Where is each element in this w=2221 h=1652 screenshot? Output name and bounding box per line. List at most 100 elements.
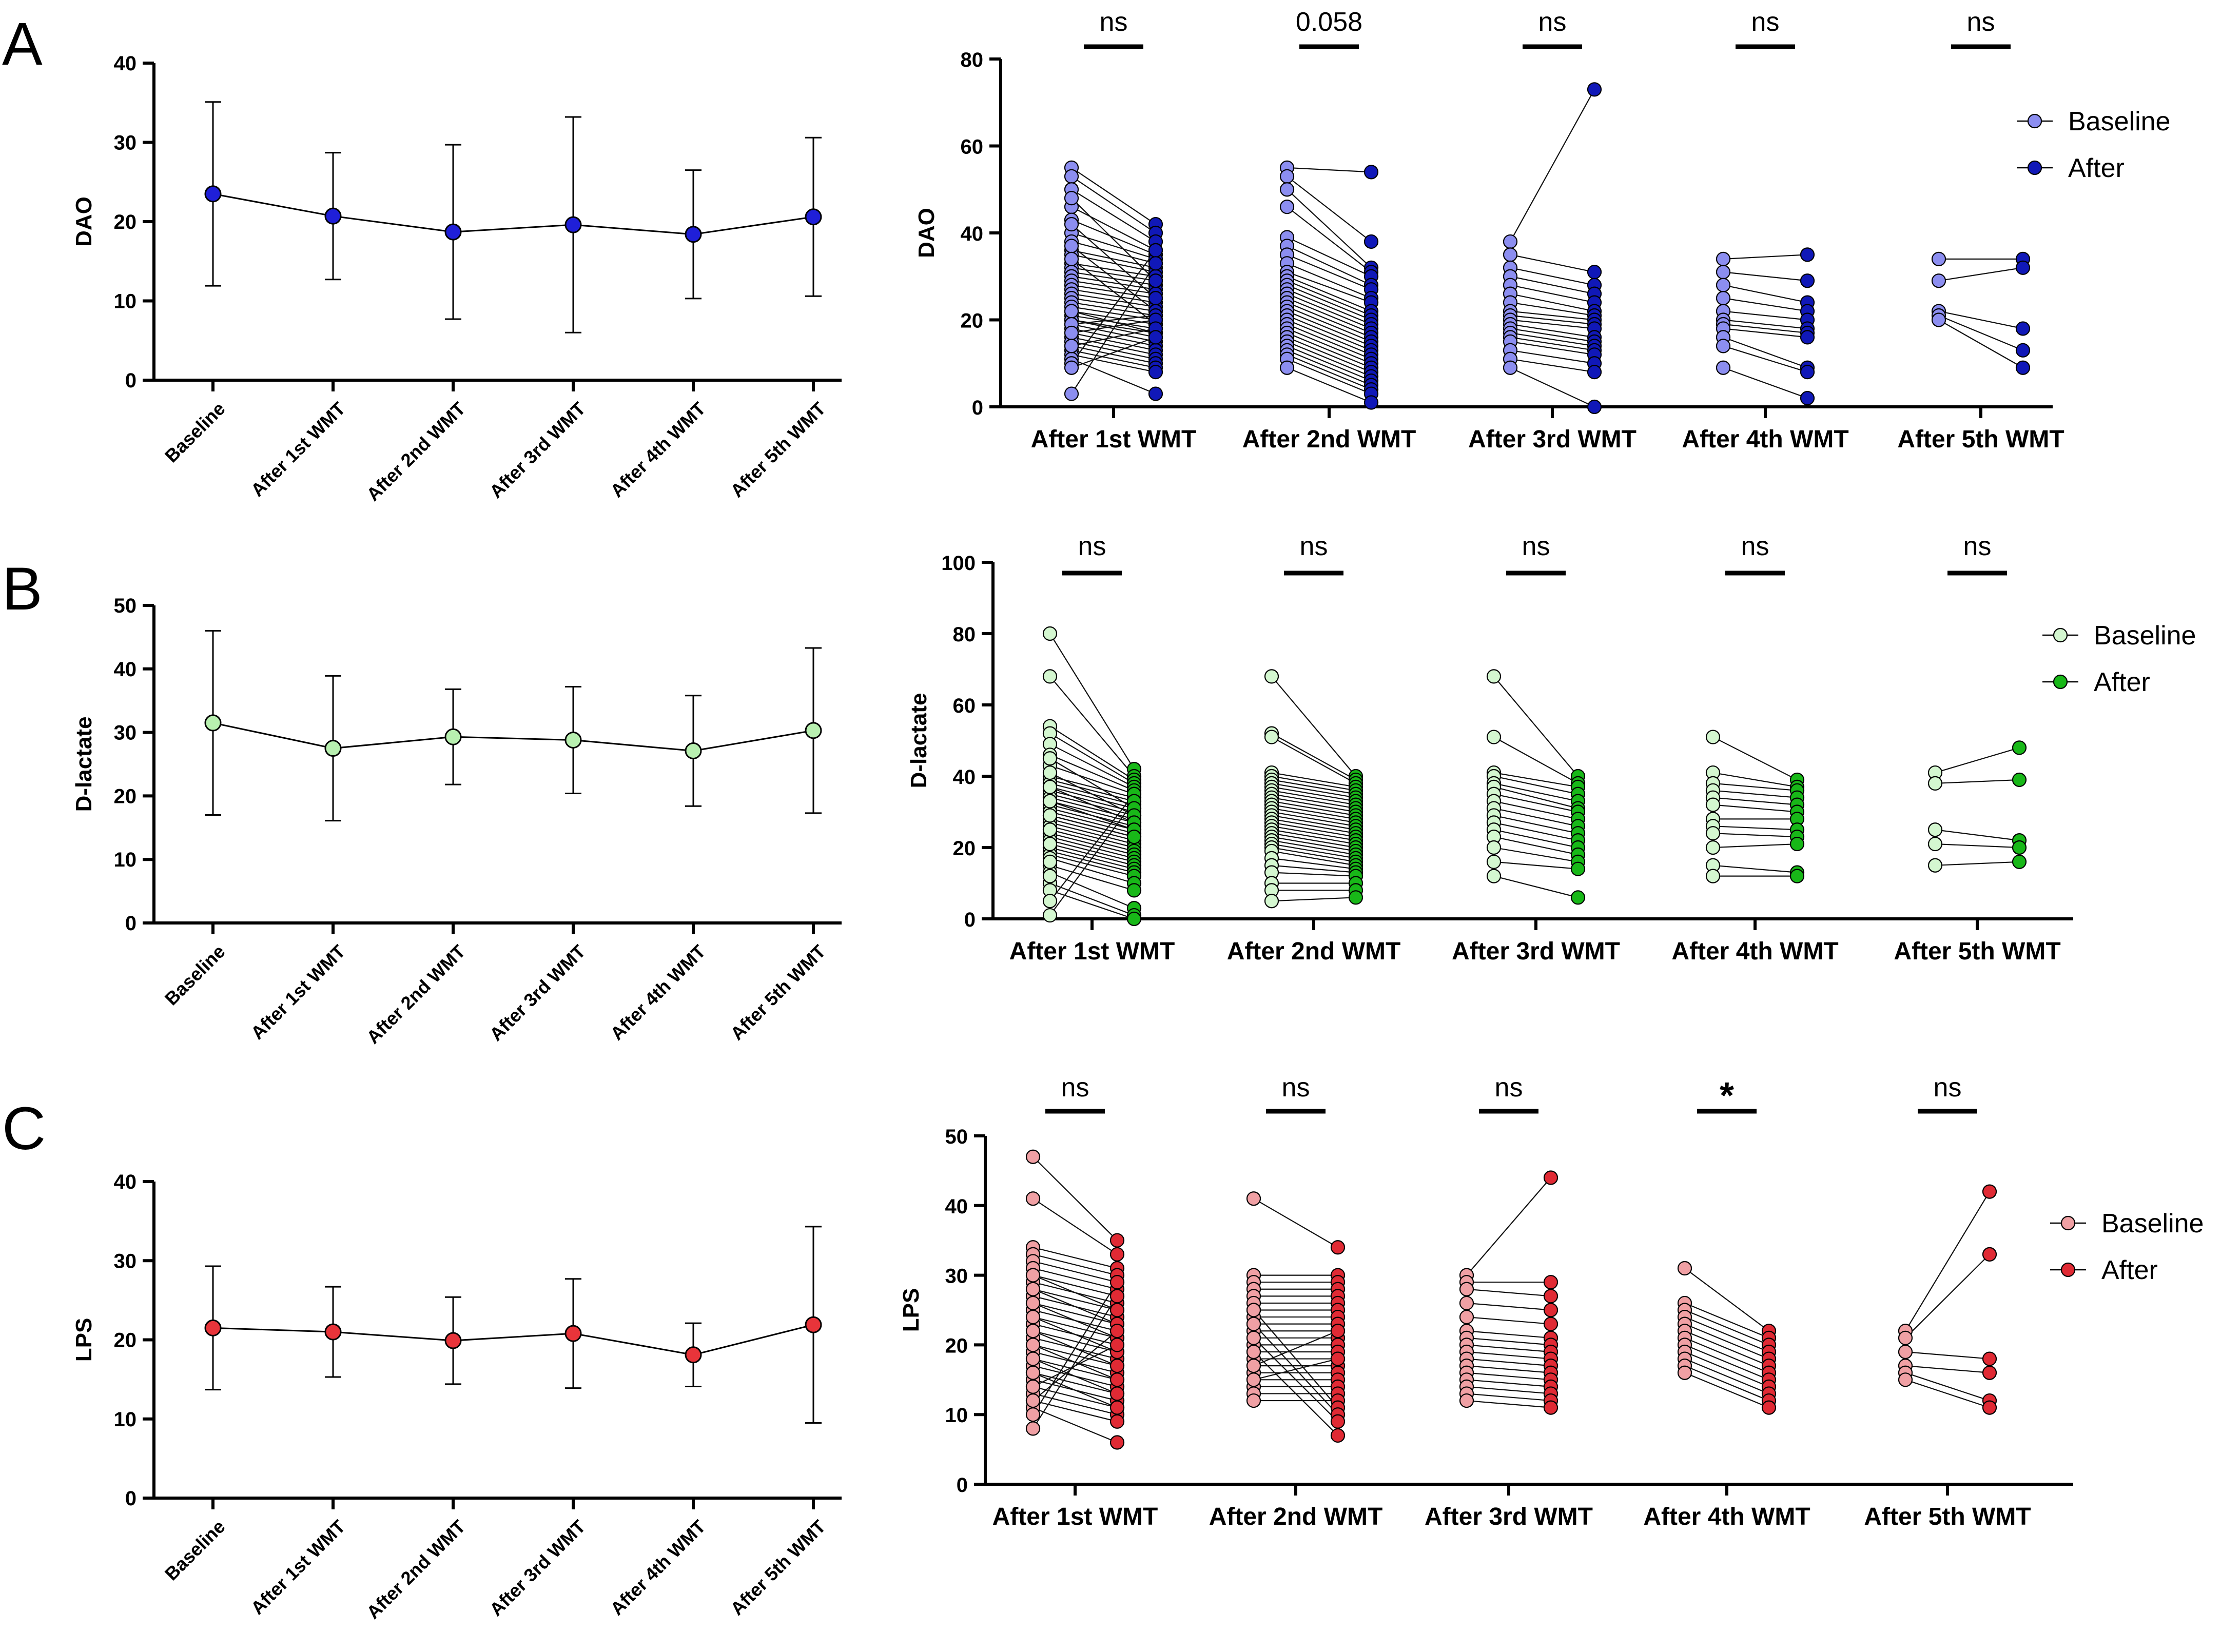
pair-line (1071, 245, 1156, 312)
after-point (1126, 883, 1142, 898)
after-point (1109, 1414, 1125, 1429)
pair-line (1071, 358, 1156, 395)
y-tick-label: 0 (125, 369, 137, 392)
y-axis-title: D-lactate (906, 693, 931, 789)
pair-line (1049, 800, 1135, 823)
pair-line (1287, 332, 1372, 368)
y-tick-label: 40 (945, 1195, 968, 1218)
baseline-point (1459, 1393, 1474, 1408)
baseline-point (1716, 291, 1731, 306)
significance-label: ns (1061, 1073, 1089, 1103)
baseline-point (1246, 1393, 1261, 1408)
significance-label: ns (1495, 1073, 1523, 1103)
pair-line (1271, 847, 1356, 862)
baseline-point (1927, 858, 1943, 873)
pair-line (1071, 258, 1156, 325)
legend-label-baseline: Baseline (2094, 621, 2196, 651)
pair-line (1271, 733, 1356, 780)
x-tick-label: After 2nd WMT (1242, 426, 1416, 453)
baseline-point (1042, 794, 1058, 809)
baseline-point (1064, 217, 1079, 232)
pair-line (1466, 1372, 1551, 1381)
pair-line (1712, 736, 1798, 780)
after-point (1330, 1414, 1346, 1429)
pair-line (1032, 1302, 1118, 1339)
baseline-point (1042, 765, 1058, 780)
pair-line (1287, 289, 1372, 325)
pair-line (1271, 818, 1356, 834)
pair-line (1466, 1379, 1551, 1387)
mean-point (685, 1346, 702, 1364)
pair-line (1049, 754, 1135, 791)
baseline-point (1025, 1295, 1041, 1311)
x-tick-label: After 5th WMT (726, 1516, 830, 1620)
pair-line (1493, 829, 1579, 849)
pair-line (1032, 1330, 1118, 1367)
after-point (1982, 1351, 1997, 1366)
pair-line (1287, 298, 1372, 333)
pair-line (1287, 341, 1372, 377)
pair-line (1271, 825, 1356, 841)
baseline-point (1459, 1295, 1474, 1311)
pair-line (1032, 1253, 1118, 1276)
y-tick-label: 80 (961, 49, 984, 71)
pair-line (1287, 315, 1372, 351)
pair-line (1271, 786, 1356, 802)
after-point (1982, 1365, 1997, 1380)
after-point (1543, 1170, 1558, 1185)
baseline-point (1279, 169, 1295, 184)
x-tick-label: After 2nd WMT (1209, 1503, 1383, 1530)
after-point (1148, 256, 1163, 271)
pair-line (1493, 800, 1579, 820)
pair-line (1466, 1365, 1551, 1373)
pair-line (1510, 349, 1595, 364)
y-tick-label: 30 (114, 132, 137, 154)
baseline-point (1025, 1191, 1041, 1206)
mean-point (204, 714, 222, 732)
legend-label-after: After (2068, 153, 2125, 183)
x-tick-label: After 5th WMT (1864, 1503, 2031, 1530)
pair-line (1271, 804, 1356, 820)
after-point (1109, 1435, 1125, 1450)
y-tick-label: 10 (945, 1404, 968, 1427)
panel-letter-a: A (2, 10, 43, 78)
pair-line (1032, 1330, 1118, 1401)
pair-line (1032, 1247, 1118, 1269)
baseline-point (1503, 247, 1518, 262)
pair-line (1071, 280, 1156, 294)
pair-line (1032, 1372, 1118, 1408)
baseline-point (1042, 626, 1058, 641)
pair-line (1287, 328, 1372, 364)
baseline-point (1246, 1303, 1261, 1317)
baseline-point (1042, 836, 1058, 852)
pair-line (1071, 189, 1156, 242)
pair-line (1510, 89, 1595, 242)
y-tick-label: 10 (114, 290, 137, 313)
after-point (2012, 840, 2027, 855)
baseline-point (1246, 1372, 1261, 1387)
after-point (1148, 365, 1163, 380)
pair-line (1032, 1274, 1118, 1297)
pair-line (1510, 358, 1595, 373)
mean-point (324, 740, 342, 757)
x-tick-label: After 4th WMT (1643, 1503, 1810, 1530)
pair-line (1510, 284, 1595, 303)
y-axis-title: LPS (71, 1318, 96, 1362)
pair-line (1510, 276, 1595, 294)
pair-line (1032, 1344, 1118, 1367)
after-point (1800, 273, 1815, 288)
baseline-point (1246, 1359, 1261, 1373)
after-point (1982, 1247, 1997, 1262)
pair-line (1493, 836, 1579, 855)
x-tick-label: After 4th WMT (606, 1516, 710, 1620)
pair-line (1271, 790, 1356, 805)
baseline-point (1705, 840, 1721, 855)
chart-B-left: 0 10 20 30 40 50 D-lactate Baseline After 1st WM… (71, 595, 842, 1048)
after-point (1109, 1386, 1125, 1401)
pair-line (1049, 758, 1135, 809)
pair-line (1071, 354, 1156, 373)
pair-line (1271, 779, 1356, 795)
baseline-point (1025, 1393, 1041, 1408)
pair-line (1271, 833, 1356, 849)
panel-letter-c: C (2, 1095, 46, 1163)
